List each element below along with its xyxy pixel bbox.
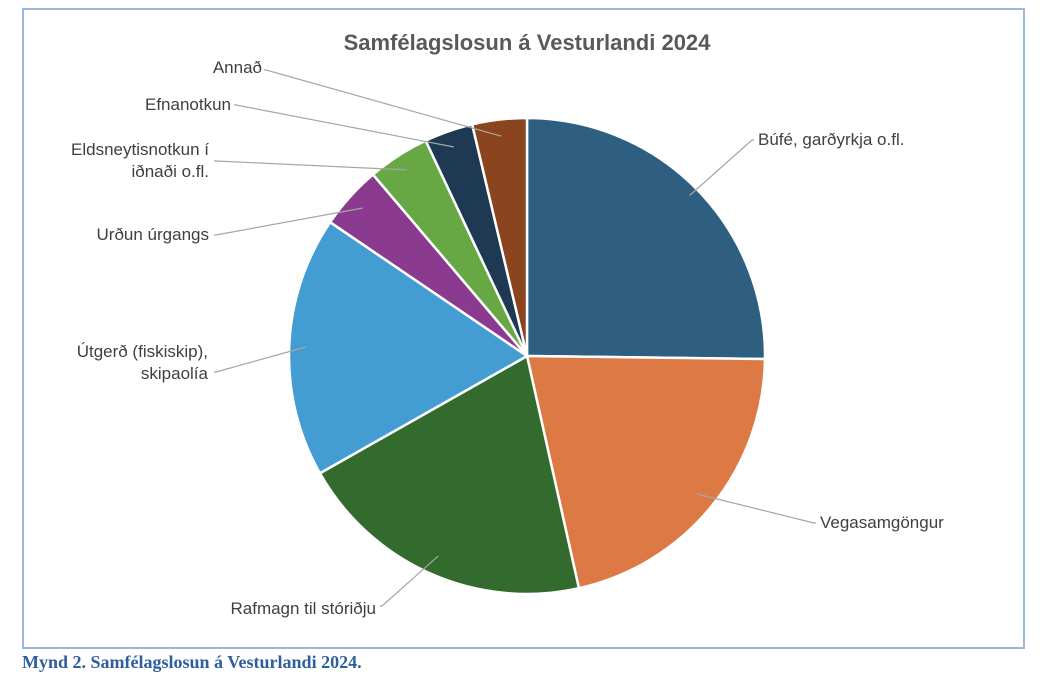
slice-label-line: skipaolía <box>141 364 209 383</box>
pie-slice-7 <box>470 116 529 358</box>
slice-label-2: Rafmagn til stóriðju <box>230 599 376 618</box>
pie-slices <box>287 116 767 596</box>
slice-label-6: Efnanotkun <box>145 95 231 114</box>
slice-label-5: Eldsneytisnotkun í iðnaði o.fl. <box>71 140 209 181</box>
pie-slice-3 <box>287 220 529 475</box>
pie-slice-2 <box>318 354 581 596</box>
slice-label-line: Efnanotkun <box>145 95 231 114</box>
leader-line-6 <box>234 104 455 148</box>
leader-line-2 <box>380 555 439 607</box>
slice-label-line: Eldsneytisnotkun í <box>71 140 209 159</box>
pie-labels: Búfé, garðyrkja o.fl. Vegasamgöngur Rafmag… <box>71 58 944 618</box>
slice-label-7: Annað <box>213 58 262 77</box>
figure-caption: Mynd 2. Samfélagslosun á Vesturlandi 202… <box>22 652 362 672</box>
leader-line-5 <box>214 160 408 171</box>
slice-label-4: Urðun úrgangs <box>97 225 209 244</box>
pie-slice-0 <box>525 116 767 361</box>
slice-label-line: Annað <box>213 58 262 77</box>
slice-label-line: Búfé, garðyrkja o.fl. <box>758 130 904 149</box>
slice-label-line: Urðun úrgangs <box>97 225 209 244</box>
pie-chart: Samfélagslosun á Vesturlandi 2024 Búfé, … <box>71 30 944 618</box>
leader-line-3 <box>214 346 306 373</box>
chart-frame: Samfélagslosun á Vesturlandi 2024 Búfé, … <box>22 8 1025 649</box>
slice-label-1: Vegasamgöngur <box>820 513 944 532</box>
leader-line-4 <box>214 207 363 236</box>
slice-label-line: Útgerð (fiskiskip), <box>77 342 208 361</box>
slice-label-3: Útgerð (fiskiskip), skipaolía <box>77 342 209 383</box>
pie-leader-lines <box>214 69 816 607</box>
slice-label-line: Vegasamgöngur <box>820 513 944 532</box>
slice-label-line: iðnaði o.fl. <box>132 162 210 181</box>
leader-line-0 <box>689 139 754 196</box>
pie-slice-1 <box>525 354 767 590</box>
leader-line-7 <box>264 69 502 137</box>
slice-label-0: Búfé, garðyrkja o.fl. <box>758 130 904 149</box>
slice-label-line: Rafmagn til stóriðju <box>230 599 376 618</box>
chart-title: Samfélagslosun á Vesturlandi 2024 <box>344 30 712 55</box>
leader-line-1 <box>696 493 816 524</box>
